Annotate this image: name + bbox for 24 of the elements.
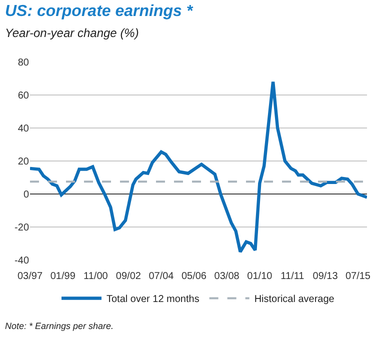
legend-label: Historical average [254, 294, 335, 306]
x-tick-label: 03/97 [17, 271, 43, 282]
x-tick-label: 01/99 [50, 271, 76, 282]
chart-title: US: corporate earnings * [5, 3, 194, 20]
y-tick-label: 80 [18, 58, 30, 68]
y-tick-label: -40 [14, 256, 30, 266]
y-tick-label: 60 [18, 90, 30, 102]
x-tick-label: 07/04 [148, 271, 174, 282]
chart-subtitle: Year-on-year change (%) [5, 26, 139, 40]
y-tick-label: -20 [14, 222, 30, 234]
x-tick-label: 07/15 [345, 271, 371, 282]
y-tick-label: 20 [18, 156, 30, 168]
x-tick-label: 03/08 [214, 271, 240, 282]
x-tick-label: 09/13 [312, 271, 338, 282]
legend-label: Total over 12 months [106, 294, 200, 306]
line-series [30, 80, 367, 254]
x-tick-label: 09/02 [116, 271, 142, 282]
text: Note: * Earnings per share. [5, 321, 114, 331]
x-tick-label: 05/06 [181, 271, 207, 282]
x-tick-label: 01/10 [247, 271, 273, 282]
x-tick-label: 11/00 [84, 271, 108, 282]
y-tick-label: 0 [23, 190, 30, 200]
y-tick-label: 40 [18, 124, 30, 134]
x-tick-label: 11/11 [280, 271, 305, 282]
